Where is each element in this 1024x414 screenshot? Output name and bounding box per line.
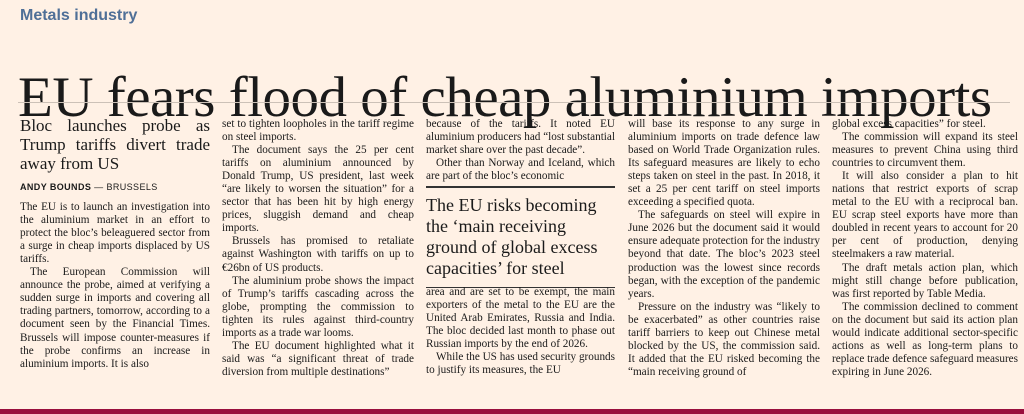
paragraph: set to tighten loopholes in the tariff r… — [222, 118, 414, 144]
headline-rule — [18, 102, 1010, 103]
paragraph: will base its response to any surge in a… — [628, 118, 820, 209]
paragraph: The commission will expand its steel mea… — [832, 131, 1018, 170]
article-column-1: Bloc launches probe as Trump tariffs div… — [20, 108, 210, 371]
paragraph: The draft metals action plan, which migh… — [832, 261, 1018, 300]
article-column-3-bottom: area and are set to be exempt, the main … — [426, 286, 615, 377]
paragraph: The safeguards on steel will expire in J… — [628, 209, 820, 300]
paragraph: because of the tariffs. It noted EU alum… — [426, 118, 615, 157]
headline: EU fears flood of cheap aluminium import… — [18, 66, 992, 130]
paragraph: Brussels has promised to retaliate again… — [222, 235, 414, 274]
byline: ANDY BOUNDS — BRUSSELS — [20, 181, 210, 194]
paragraph: The European Commission will announce th… — [20, 266, 210, 370]
paragraph: The document says the 25 per cent tariff… — [222, 144, 414, 235]
section-label: Metals industry — [20, 7, 138, 24]
standfirst: Bloc launches probe as Trump tariffs div… — [20, 116, 210, 173]
paragraph: global excess capacities” for steel. — [832, 118, 986, 130]
article-column-5: global excess capacities” for steel. The… — [832, 118, 1018, 379]
paragraph: The commission declined to comment on th… — [832, 300, 1018, 378]
article-column-4: will base its response to any surge in a… — [628, 118, 820, 379]
article-column-3-top: because of the tariffs. It noted EU alum… — [426, 118, 615, 183]
pull-quote: The EU risks becoming the ‘main receivin… — [426, 186, 615, 288]
paragraph: The aluminium probe shows the impact of … — [222, 274, 414, 339]
article-column-2: set to tighten loopholes in the tariff r… — [222, 118, 414, 379]
byline-location: — BRUSSELS — [94, 182, 158, 192]
paragraph: It will also consider a plan to hit nati… — [832, 170, 1018, 261]
byline-author: ANDY BOUNDS — [20, 182, 92, 192]
accent-bar — [0, 409, 1024, 414]
paragraph: area and are set to be exempt, the main … — [426, 286, 615, 351]
paragraph: Other than Norway and Iceland, which are… — [426, 157, 615, 183]
paragraph: The EU document highlighted what it said… — [222, 339, 414, 378]
paragraph: Pressure on the industry was “likely to … — [628, 300, 820, 378]
paragraph: The EU is to launch an investigation int… — [20, 201, 210, 266]
paragraph: While the US has used security grounds t… — [426, 351, 615, 377]
